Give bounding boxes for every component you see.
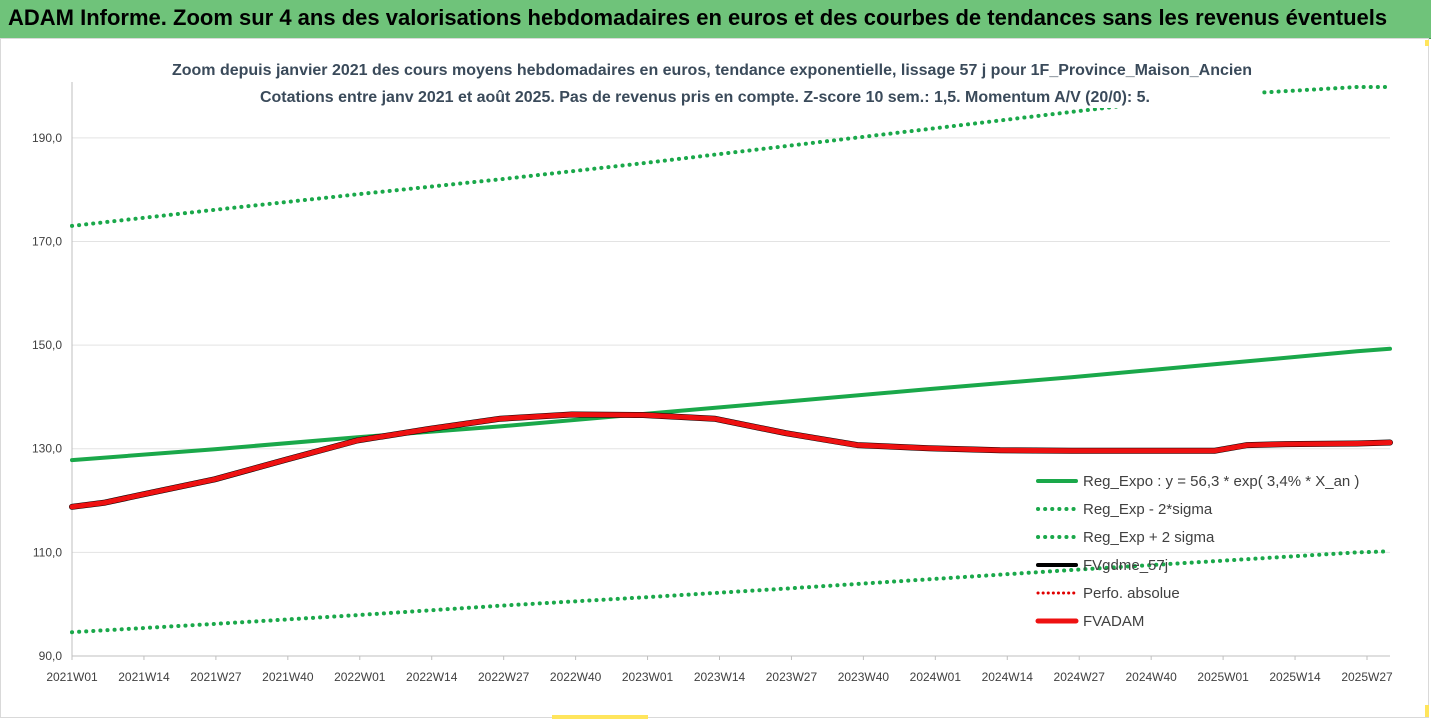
x-tick-label: 2024W27 <box>1054 670 1106 684</box>
x-tick-label: 2023W40 <box>838 670 890 684</box>
x-tick-label: 2021W14 <box>118 670 170 684</box>
x-tick-label: 2023W14 <box>694 670 746 684</box>
banner-title: ADAM Informe. Zoom sur 4 ans des valoris… <box>8 5 1388 30</box>
x-tick-label: 2024W14 <box>982 670 1034 684</box>
accent-bar-bottom <box>552 715 648 719</box>
y-tick-label: 190,0 <box>32 131 62 145</box>
legend-label-2: Reg_Exp - 2*sigma <box>1083 501 1213 518</box>
x-tick-label: 2021W01 <box>46 670 98 684</box>
y-tick-label: 90,0 <box>39 649 63 663</box>
x-tick-label: 2025W14 <box>1269 670 1321 684</box>
series-line-3 <box>70 85 1392 228</box>
x-tick-label: 2022W14 <box>406 670 458 684</box>
series-line-4 <box>69 411 1393 510</box>
legend-label-6: FVADAM <box>1083 613 1144 630</box>
series-line-6 <box>69 412 1393 510</box>
banner: ADAM Informe. Zoom sur 4 ans des valoris… <box>0 0 1431 39</box>
accent-bar-right-bottom <box>1425 705 1429 717</box>
x-tick-label: 2025W27 <box>1341 670 1393 684</box>
x-tick-label: 2025W01 <box>1197 670 1249 684</box>
legend-label-3: Reg_Exp + 2 sigma <box>1083 529 1215 546</box>
legend-label-1: Reg_Expo : y = 56,3 * exp( 3,4% * X_an ) <box>1083 473 1359 490</box>
accent-bar-right <box>1425 40 1429 46</box>
x-tick-label: 2024W01 <box>910 670 962 684</box>
x-tick-label: 2023W27 <box>766 670 818 684</box>
series-line-1 <box>70 346 1392 463</box>
x-tick-label: 2021W27 <box>190 670 242 684</box>
y-tick-label: 150,0 <box>32 338 62 352</box>
chart-subtitle: Cotations entre janv 2021 et août 2025. … <box>260 89 1150 106</box>
x-tick-label: 2022W01 <box>334 670 386 684</box>
title-background <box>160 52 1260 108</box>
y-tick-label: 170,0 <box>32 234 62 248</box>
legend-label-5: Perfo. absolue <box>1083 585 1180 602</box>
x-tick-label: 2022W40 <box>550 670 602 684</box>
legend-label-4: FVgdme_57j <box>1083 557 1168 574</box>
x-tick-label: 2023W01 <box>622 670 674 684</box>
chart-frame <box>0 38 1429 718</box>
y-tick-label: 130,0 <box>32 442 62 456</box>
chart-title: Zoom depuis janvier 2021 des cours moyen… <box>172 62 1252 79</box>
x-tick-label: 2021W40 <box>262 670 314 684</box>
y-tick-label: 110,0 <box>33 545 62 559</box>
x-tick-label: 2022W27 <box>478 670 530 684</box>
series-line-2 <box>70 549 1392 635</box>
x-tick-label: 2024W40 <box>1125 670 1177 684</box>
